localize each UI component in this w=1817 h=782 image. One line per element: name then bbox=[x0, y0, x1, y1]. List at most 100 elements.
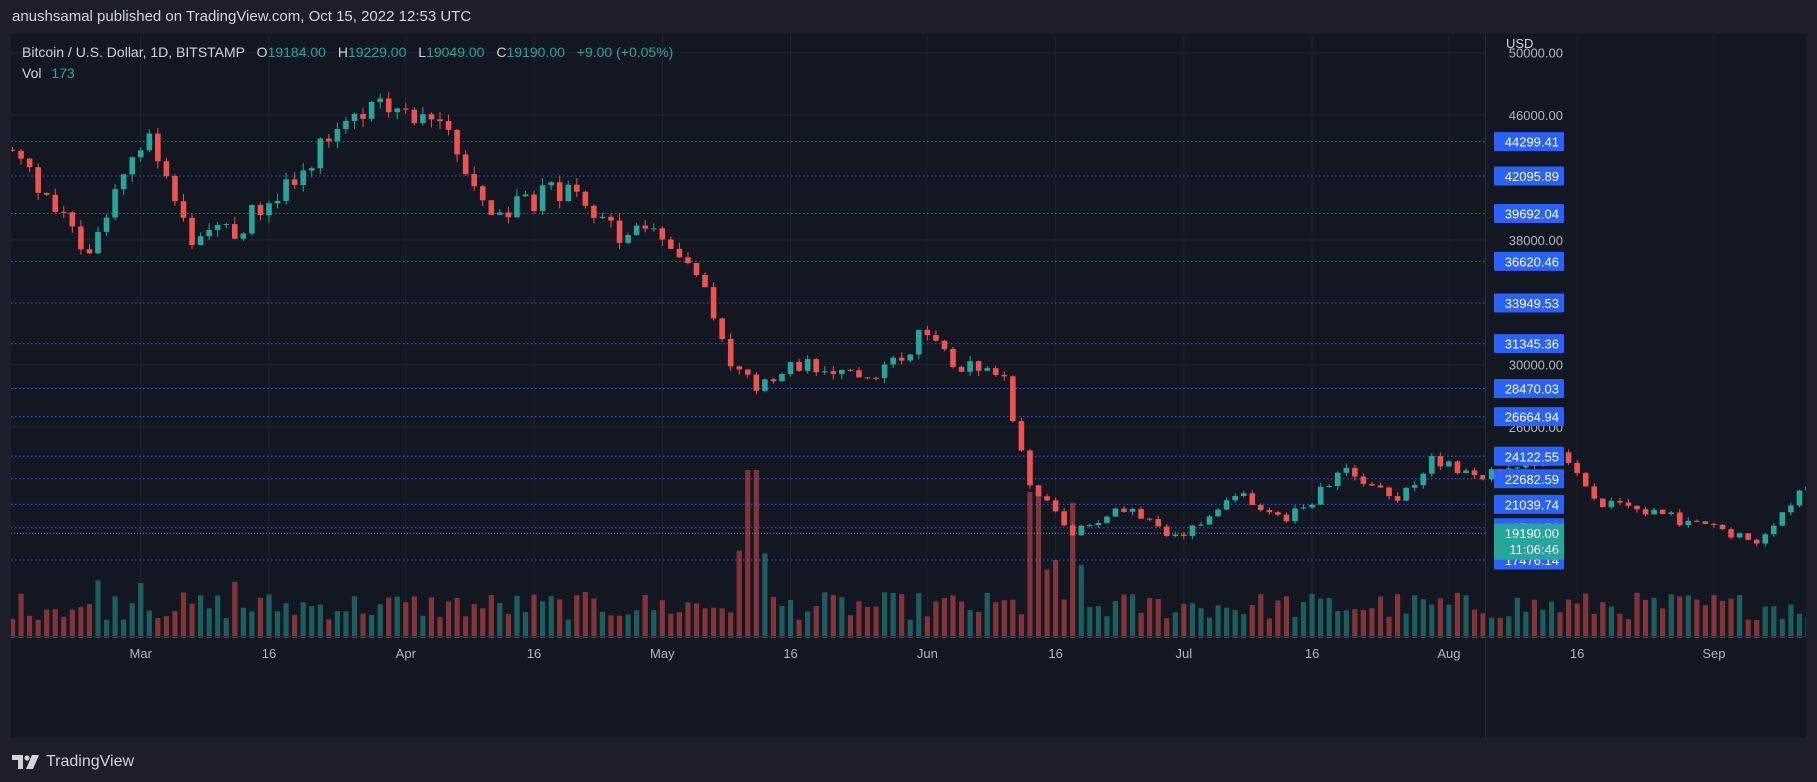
volume-bar bbox=[685, 602, 691, 638]
volume-bar bbox=[78, 606, 84, 638]
candle-body bbox=[1129, 509, 1136, 512]
candle-body bbox=[1155, 518, 1161, 527]
candle-body bbox=[1027, 450, 1033, 486]
tradingview-logo[interactable]: TradingView bbox=[12, 748, 134, 776]
x-tick-label: 16 bbox=[1048, 646, 1062, 661]
candle-body bbox=[1642, 509, 1649, 515]
candle-body bbox=[1625, 502, 1632, 506]
candle-body bbox=[984, 368, 990, 371]
candle-body bbox=[103, 217, 110, 232]
candle-body bbox=[326, 138, 332, 142]
volume-bar bbox=[343, 611, 349, 638]
publisher-text: anushsamal published on TradingView.com,… bbox=[12, 8, 472, 25]
volume-bar bbox=[591, 598, 597, 638]
volume-bar bbox=[1360, 609, 1366, 638]
volume-bar bbox=[941, 598, 948, 638]
change-value: +9.00 (+0.05%) bbox=[576, 44, 674, 60]
volume-bar bbox=[334, 611, 340, 638]
volume-bar bbox=[1489, 617, 1495, 638]
level-label: 28470.03 bbox=[1505, 381, 1559, 396]
candle-body bbox=[727, 338, 734, 367]
volume-bar bbox=[1796, 613, 1803, 638]
candle-body bbox=[864, 377, 871, 379]
x-tick-label: Apr bbox=[396, 646, 417, 661]
candle-body bbox=[916, 329, 922, 355]
volume-bar bbox=[907, 619, 913, 638]
volume-bar bbox=[266, 594, 272, 638]
candle-body bbox=[249, 204, 255, 234]
volume-bar bbox=[445, 601, 452, 638]
volume-bar bbox=[1403, 613, 1409, 638]
candle-body bbox=[1326, 485, 1332, 487]
candle-body bbox=[1437, 456, 1444, 467]
candle-body bbox=[214, 224, 221, 230]
volume-bar bbox=[1557, 612, 1563, 638]
volume-bar bbox=[659, 600, 665, 638]
volume-bar bbox=[1027, 491, 1033, 638]
volume-bar bbox=[762, 553, 768, 638]
volume-bar bbox=[1634, 592, 1640, 638]
volume-bar bbox=[488, 595, 494, 638]
volume-bar bbox=[146, 610, 152, 638]
symbol-title[interactable]: Bitcoin / U.S. Dollar, 1D, BITSTAMP bbox=[22, 44, 245, 60]
candle-body bbox=[975, 361, 982, 371]
volume-bar bbox=[1446, 604, 1452, 638]
tradingview-logo-icon bbox=[12, 755, 39, 769]
volume-bar bbox=[1583, 593, 1589, 638]
candlestick-chart[interactable]: USD50000.0046000.0038000.0030000.0026000… bbox=[11, 34, 1806, 738]
volume-bar bbox=[616, 615, 623, 638]
candle-body bbox=[1360, 476, 1367, 485]
volume-bar bbox=[1600, 602, 1606, 638]
candle-body bbox=[1745, 533, 1751, 540]
volume-bar bbox=[950, 595, 956, 638]
volume-bar bbox=[531, 594, 537, 638]
volume-bar bbox=[300, 602, 306, 638]
candle-body bbox=[11, 149, 16, 151]
volume-bar bbox=[1369, 608, 1375, 638]
volume-bar bbox=[497, 602, 503, 638]
volume-bar bbox=[326, 619, 332, 638]
candle-body bbox=[1240, 493, 1247, 497]
volume-bar bbox=[1035, 493, 1042, 638]
volume-bar bbox=[548, 596, 554, 638]
candle-body bbox=[1480, 475, 1486, 480]
candle-body bbox=[291, 179, 298, 186]
candle-body bbox=[377, 98, 383, 102]
candle-body bbox=[1685, 520, 1692, 526]
volume-bar bbox=[103, 619, 110, 638]
volume-bar bbox=[1566, 599, 1572, 638]
candle-body bbox=[556, 182, 563, 202]
candle-body bbox=[155, 133, 161, 162]
volume-bar bbox=[1198, 608, 1204, 638]
volume-bar bbox=[745, 470, 751, 638]
level-label-box bbox=[1494, 203, 1564, 223]
volume-bar bbox=[61, 616, 67, 638]
volume-bar bbox=[1318, 598, 1324, 638]
volume-bar bbox=[1206, 617, 1213, 638]
candle-body bbox=[1317, 486, 1324, 505]
volume-bar bbox=[1087, 607, 1093, 638]
volume-bar bbox=[1805, 616, 1806, 638]
candle-body bbox=[454, 129, 460, 155]
volume-bar bbox=[984, 592, 990, 638]
x-tick-label: 16 bbox=[527, 646, 541, 661]
volume-bar bbox=[1719, 600, 1726, 638]
volume-bar bbox=[1104, 616, 1110, 638]
candle-body bbox=[1505, 468, 1512, 470]
level-label: 36620.46 bbox=[1505, 254, 1559, 269]
candle-body bbox=[223, 224, 230, 226]
volume-bar bbox=[1172, 612, 1178, 638]
volume-bar bbox=[976, 611, 982, 638]
volume-label[interactable]: Vol bbox=[22, 65, 42, 81]
publisher-header: anushsamal published on TradingView.com,… bbox=[12, 0, 471, 34]
volume-bar bbox=[1164, 618, 1170, 638]
volume-bar bbox=[1300, 602, 1307, 638]
volume-bar bbox=[1343, 610, 1349, 638]
volume-bar bbox=[1651, 597, 1657, 638]
volume-bar bbox=[1463, 595, 1469, 638]
volume-bar bbox=[198, 595, 204, 638]
candle-body bbox=[505, 212, 512, 218]
volume-bar bbox=[890, 592, 896, 638]
volume-bar bbox=[1642, 599, 1649, 638]
candle-body bbox=[26, 158, 33, 168]
